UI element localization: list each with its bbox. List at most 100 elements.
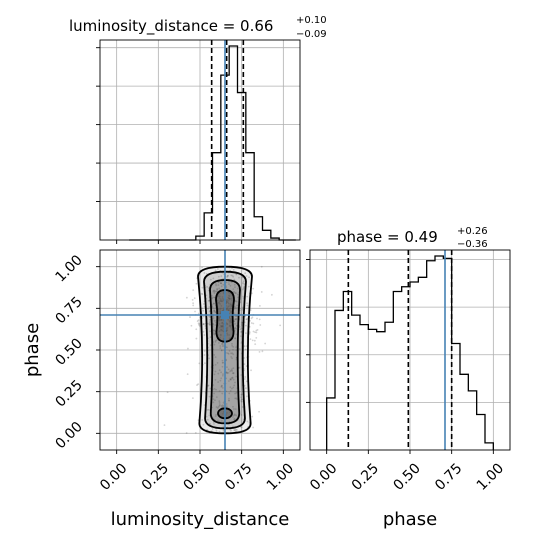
sc-sample-point bbox=[240, 414, 243, 416]
sc-sample-point bbox=[226, 327, 229, 329]
sc-sample-point bbox=[229, 386, 232, 389]
sc-sample-point bbox=[229, 309, 232, 312]
sc-sample-point bbox=[192, 289, 195, 292]
sc-sample-point bbox=[231, 357, 234, 360]
sc-sample-point bbox=[227, 296, 230, 299]
sc-sample-point bbox=[213, 302, 215, 305]
sc-sample-point bbox=[231, 416, 234, 418]
sc-sample-point bbox=[240, 331, 243, 333]
sc-sample-point bbox=[195, 328, 198, 331]
sc-sample-point bbox=[213, 309, 216, 312]
sc-sample-point bbox=[231, 344, 234, 347]
sc-sample-point bbox=[235, 414, 238, 417]
sc-sample-point bbox=[240, 426, 243, 429]
sc-sample-point bbox=[238, 326, 241, 328]
sc-sample-point bbox=[220, 319, 223, 322]
sc-sample-point bbox=[208, 422, 211, 425]
sc-sample-point bbox=[212, 398, 215, 401]
sc-sample-point bbox=[241, 282, 244, 285]
sc-sample-point bbox=[166, 391, 169, 394]
sc-sample-point bbox=[244, 315, 247, 318]
sc-sample-point bbox=[185, 432, 188, 434]
sc-sample-point bbox=[211, 306, 214, 309]
sc-sample-point bbox=[240, 374, 243, 376]
sc-sample-point bbox=[231, 377, 234, 380]
ph-xtick-label-0: 0.00 bbox=[307, 460, 340, 493]
sc-sample-point bbox=[227, 309, 229, 312]
sc-sample-point bbox=[226, 329, 229, 332]
sc-sample-point bbox=[238, 276, 240, 279]
sc-sample-point bbox=[220, 325, 223, 328]
sc-sample-point bbox=[228, 298, 231, 300]
sc-sample-point bbox=[203, 272, 206, 274]
sc-sample-point bbox=[196, 384, 198, 386]
sc-sample-point bbox=[214, 399, 216, 402]
sc-sample-point bbox=[218, 390, 221, 393]
sc-sample-point bbox=[256, 317, 258, 320]
sc-sample-point bbox=[232, 345, 235, 348]
sc-sample-point bbox=[245, 332, 247, 335]
sc-sample-point bbox=[249, 309, 252, 312]
sc-sample-point bbox=[219, 334, 222, 337]
sc-sample-point bbox=[243, 378, 246, 380]
sc-sample-point bbox=[217, 302, 220, 304]
sc-sample-point bbox=[212, 323, 215, 326]
sc-sample-point bbox=[232, 348, 234, 351]
sc-sample-point bbox=[219, 379, 222, 382]
sc-sample-point bbox=[234, 381, 236, 384]
sc-sample-point bbox=[213, 290, 216, 293]
sc-sample-point bbox=[228, 297, 231, 300]
sc-sample-point bbox=[211, 296, 214, 299]
sc-xtick-label-2: 0.50 bbox=[180, 460, 213, 493]
sc-sample-point bbox=[221, 321, 224, 324]
sc-sample-point bbox=[220, 275, 223, 278]
sc-sample-point bbox=[243, 345, 246, 348]
sc-sample-point bbox=[202, 309, 205, 312]
sc-sample-point bbox=[217, 275, 220, 278]
sc-sample-point bbox=[218, 317, 221, 320]
ph-title-main: phase = 0.49 bbox=[337, 228, 438, 246]
sc-sample-point bbox=[200, 292, 203, 295]
sc-sample-point bbox=[252, 322, 255, 325]
sc-sample-point bbox=[220, 420, 223, 422]
sc-sample-point bbox=[208, 318, 211, 321]
sc-sample-point bbox=[234, 326, 237, 329]
sc-sample-point bbox=[227, 399, 230, 402]
sc-sample-point bbox=[221, 325, 224, 327]
sc-sample-point bbox=[218, 430, 221, 433]
sc-sample-point bbox=[228, 297, 230, 299]
sc-sample-point bbox=[208, 321, 211, 323]
sc-sample-point bbox=[234, 429, 237, 432]
sc-sample-point bbox=[219, 318, 222, 321]
panel-phase-hist: 0.00 0.25 0.50 0.75 1.00 bbox=[306, 249, 511, 494]
sc-sample-point bbox=[196, 320, 199, 323]
sc-sample-point bbox=[218, 323, 221, 325]
sc-sample-point bbox=[234, 299, 237, 302]
sc-sample-point bbox=[214, 415, 217, 418]
sc-sample-point bbox=[219, 310, 222, 313]
ld-hist-grid bbox=[100, 40, 300, 240]
sc-sample-point bbox=[221, 343, 224, 346]
sc-sample-point bbox=[233, 429, 236, 431]
sc-sample-point bbox=[230, 303, 233, 306]
sc-sample-point bbox=[217, 342, 220, 344]
sc-sample-point bbox=[232, 268, 235, 271]
sc-sample-point bbox=[219, 336, 221, 339]
sc-sample-point bbox=[230, 274, 233, 277]
sc-sample-point bbox=[232, 378, 235, 381]
sc-sample-point bbox=[212, 302, 215, 305]
sc-sample-point bbox=[253, 339, 256, 342]
sc-sample-point bbox=[234, 318, 237, 321]
sc-sample-point bbox=[230, 377, 233, 379]
sc-sample-point bbox=[226, 323, 229, 325]
sc-sample-point bbox=[220, 349, 223, 352]
sc-sample-point bbox=[232, 353, 235, 356]
sc-sample-point bbox=[238, 347, 241, 350]
sc-sample-point bbox=[213, 309, 216, 312]
sc-sample-point bbox=[221, 325, 224, 328]
sc-sample-point bbox=[222, 326, 225, 328]
sc-sample-point bbox=[198, 323, 201, 325]
sc-sample-point bbox=[226, 274, 229, 277]
sc-sample-point bbox=[229, 319, 232, 322]
sc-sample-point bbox=[241, 306, 244, 309]
